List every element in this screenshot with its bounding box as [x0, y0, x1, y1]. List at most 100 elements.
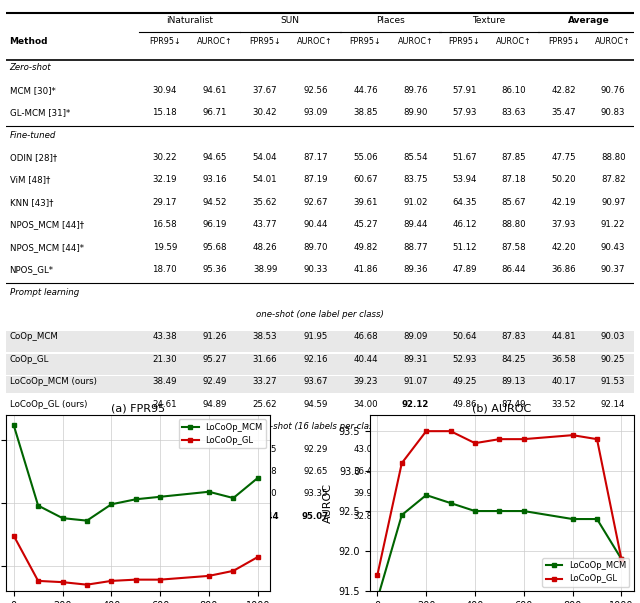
LoCoOp_MCM [569, 516, 577, 523]
LoCoOp_GL [10, 532, 17, 539]
LoCoOp_GL [398, 459, 406, 467]
Text: 43.38: 43.38 [152, 332, 177, 341]
Text: 90.33: 90.33 [303, 265, 328, 274]
Text: 38.99: 38.99 [253, 265, 277, 274]
Text: 34.00: 34.00 [353, 400, 378, 409]
Text: 96.19: 96.19 [203, 220, 227, 229]
Text: 64.35: 64.35 [452, 198, 477, 207]
Text: 28.48: 28.48 [253, 467, 277, 476]
Text: LoCoOp_MCM (ours): LoCoOp_MCM (ours) [10, 377, 97, 387]
Text: 89.98: 89.98 [403, 467, 428, 476]
Text: Method: Method [10, 37, 48, 46]
Text: 91.22: 91.22 [601, 220, 625, 229]
Text: 95.27: 95.27 [203, 355, 227, 364]
Text: 93.52: 93.52 [600, 512, 627, 521]
Text: AUROC↑: AUROC↑ [495, 37, 531, 46]
Text: 91.82: 91.82 [601, 467, 625, 476]
LoCoOp_MCM [593, 516, 601, 523]
Text: 88.80: 88.80 [501, 220, 526, 229]
LoCoOp_GL [593, 435, 601, 443]
Text: 36.49: 36.49 [353, 467, 378, 476]
Text: 93.35: 93.35 [303, 490, 328, 498]
Y-axis label: AUROC: AUROC [323, 483, 333, 523]
LoCoOp_MCM [108, 500, 115, 508]
Text: 87.17: 87.17 [303, 153, 328, 162]
Text: 90.76: 90.76 [601, 86, 625, 95]
Text: Average: Average [568, 16, 609, 25]
LoCoOp_GL [618, 555, 625, 563]
LoCoOp_MCM [254, 475, 262, 482]
Text: 95.68: 95.68 [203, 242, 227, 251]
Line: LoCoOp_MCM: LoCoOp_MCM [12, 423, 260, 523]
Text: 91.24: 91.24 [501, 444, 525, 453]
Text: NPOS_MCM [44]*: NPOS_MCM [44]* [10, 242, 84, 251]
Text: 90.44: 90.44 [303, 220, 328, 229]
Text: 83.75: 83.75 [403, 175, 428, 185]
LoCoOp_MCM [59, 514, 67, 522]
Text: 89.74: 89.74 [403, 444, 428, 453]
FancyBboxPatch shape [6, 354, 634, 374]
Text: 89.13: 89.13 [501, 377, 525, 387]
Text: 38.53: 38.53 [253, 332, 277, 341]
Text: iNaturalist: iNaturalist [166, 16, 213, 25]
Text: 19.59: 19.59 [152, 242, 177, 251]
Text: 16.05: 16.05 [152, 512, 177, 521]
Text: 38.85: 38.85 [353, 108, 378, 117]
LoCoOp_MCM [398, 511, 406, 519]
Text: AUROC↑: AUROC↑ [298, 37, 333, 46]
Text: 92.65: 92.65 [303, 467, 328, 476]
LoCoOp_GL [132, 576, 140, 583]
Text: 44.81: 44.81 [551, 332, 576, 341]
Text: 45.27: 45.27 [353, 220, 378, 229]
Text: 47.89: 47.89 [452, 265, 477, 274]
Text: 91.26: 91.26 [203, 332, 227, 341]
Text: 90.19: 90.19 [501, 512, 525, 521]
Text: 88.03: 88.03 [501, 467, 526, 476]
LoCoOp_MCM [374, 595, 381, 602]
LoCoOp_GL [83, 581, 91, 589]
Text: 91.07: 91.07 [403, 377, 428, 387]
Text: 89.31: 89.31 [403, 355, 428, 364]
Text: 30.94: 30.94 [152, 86, 177, 95]
Text: 40.44: 40.44 [353, 355, 378, 364]
LoCoOp_GL [35, 577, 42, 584]
Text: 89.90: 89.90 [403, 108, 428, 117]
Text: 92.12: 92.12 [402, 400, 429, 409]
LoCoOp_GL [471, 440, 479, 447]
Text: 16.58: 16.58 [152, 220, 177, 229]
Text: FPR95↓: FPR95↓ [548, 37, 580, 46]
Text: 91.93: 91.93 [601, 444, 625, 453]
Text: 46.68: 46.68 [353, 332, 378, 341]
Text: AUROC↑: AUROC↑ [398, 37, 433, 46]
Line: LoCoOp_GL: LoCoOp_GL [375, 429, 624, 578]
Text: 90.64: 90.64 [403, 490, 428, 498]
Text: 89.70: 89.70 [303, 242, 328, 251]
Text: 91.98: 91.98 [403, 512, 428, 521]
Text: 35.47: 35.47 [551, 108, 576, 117]
Text: 33.98: 33.98 [552, 490, 576, 498]
Text: 32.70: 32.70 [253, 490, 277, 498]
Text: ODIN [28]†: ODIN [28]† [10, 153, 57, 162]
Text: 49.25: 49.25 [452, 377, 477, 387]
Text: 30.22: 30.22 [152, 153, 177, 162]
Text: 40.23: 40.23 [452, 490, 477, 498]
Line: LoCoOp_GL: LoCoOp_GL [12, 533, 260, 587]
LoCoOp_GL [108, 577, 115, 584]
Text: 92.49: 92.49 [203, 377, 227, 387]
Text: 42.19: 42.19 [552, 198, 576, 207]
Text: 91.53: 91.53 [601, 377, 625, 387]
Legend: LoCoOp_MCM, LoCoOp_GL: LoCoOp_MCM, LoCoOp_GL [179, 419, 266, 448]
LoCoOp_MCM [35, 502, 42, 509]
Text: 15.18: 15.18 [152, 108, 177, 117]
Text: 92.56: 92.56 [303, 86, 328, 95]
LoCoOp_GL [254, 554, 262, 561]
LoCoOp_GL [205, 572, 212, 579]
Text: 90.37: 90.37 [601, 265, 625, 274]
Text: 38.49: 38.49 [152, 377, 177, 387]
Text: 89.44: 89.44 [403, 220, 428, 229]
Text: FPR95↓: FPR95↓ [149, 37, 180, 46]
Text: 37.67: 37.67 [253, 86, 277, 95]
LoCoOp_GL [230, 567, 237, 575]
Text: 90.03: 90.03 [601, 332, 625, 341]
Text: 14.60: 14.60 [151, 467, 179, 476]
